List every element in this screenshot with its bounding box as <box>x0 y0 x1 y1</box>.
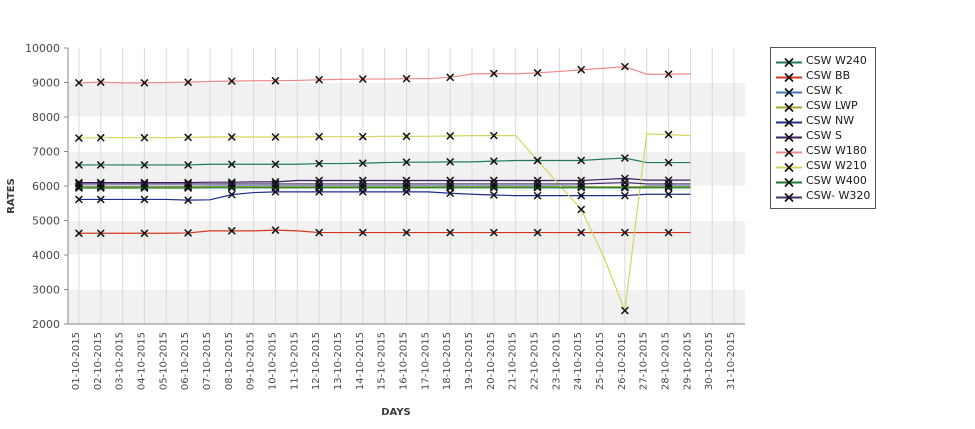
y-tick-label: 2000 <box>32 318 60 331</box>
legend-label: CSW W400 <box>806 174 867 187</box>
x-tick-label: 29-10-2015 <box>682 332 693 390</box>
y-tick-label: 9000 <box>32 77 60 90</box>
line-chart: 2000 3000 4000 5000 6000 7000 8000 9000 10000 01… <box>6 42 745 418</box>
legend-label: CSW S <box>806 129 843 142</box>
x-tick-label: 30-10-2015 <box>704 332 715 390</box>
series-7 <box>74 130 691 315</box>
y-tick-label: 8000 <box>32 111 60 124</box>
x-tick-label: 31-10-2015 <box>726 332 737 390</box>
legend-marker-icon <box>776 99 802 113</box>
x-tick-label: 03-10-2015 <box>115 332 126 390</box>
legend-item[interactable]: CSW S <box>776 128 871 143</box>
chart-canvas: 2000 3000 4000 5000 6000 7000 8000 9000 10000 01… <box>6 42 745 418</box>
legend-marker-icon <box>776 84 802 98</box>
x-tick-label: 24-10-2015 <box>573 332 584 390</box>
x-tick-label: 10-10-2015 <box>267 332 278 390</box>
legend-item[interactable]: CSW W210 <box>776 158 871 173</box>
legend-item[interactable]: CSW- W320 <box>776 188 871 203</box>
legend-item[interactable]: CSW W400 <box>776 173 871 188</box>
legend-label: CSW K <box>806 84 843 97</box>
x-tick-label: 12-10-2015 <box>311 332 322 390</box>
y-tick-label: 4000 <box>32 249 60 262</box>
legend-marker-icon <box>776 159 802 173</box>
x-tick-label: 19-10-2015 <box>464 332 475 390</box>
x-tick-label: 07-10-2015 <box>202 332 213 390</box>
series-1 <box>74 226 691 238</box>
axes <box>64 47 745 325</box>
y-tick-label: 5000 <box>32 215 60 228</box>
legend-marker-icon <box>776 129 802 143</box>
y-tick-label: 7000 <box>32 146 60 159</box>
x-tick-label: 06-10-2015 <box>180 332 191 390</box>
x-tick-label: 02-10-2015 <box>93 332 104 390</box>
x-tick-label: 14-10-2015 <box>355 332 366 390</box>
x-tick-label: 05-10-2015 <box>158 332 169 390</box>
series-6 <box>74 62 691 87</box>
x-tick-label: 22-10-2015 <box>530 332 541 390</box>
y-axis-title: RATES <box>6 178 17 214</box>
series-9 <box>74 178 691 188</box>
x-tick-label: 09-10-2015 <box>246 332 257 390</box>
legend-item[interactable]: CSW NW <box>776 113 871 128</box>
x-tick-label: 27-10-2015 <box>639 332 650 390</box>
legend-marker-icon <box>776 174 802 188</box>
legend-marker-icon <box>776 144 802 158</box>
legend-item[interactable]: CSW W180 <box>776 143 871 158</box>
legend-item[interactable]: CSW K <box>776 83 871 98</box>
y-tick-label: 6000 <box>32 180 60 193</box>
legend-label: CSW BB <box>806 69 851 82</box>
legend-marker-icon <box>776 69 802 83</box>
x-tick-label: 13-10-2015 <box>333 332 344 390</box>
x-tick-label: 01-10-2015 <box>71 332 82 390</box>
legend-label: CSW W180 <box>806 144 867 157</box>
legend-label: CSW W210 <box>806 159 867 172</box>
x-tick-labels: 01-10-2015 02-10-2015 03-10-2015 04-10-2015… <box>71 332 737 390</box>
legend-marker-icon <box>776 114 802 128</box>
x-tick-label: 11-10-2015 <box>289 332 300 390</box>
y-tick-label: 3000 <box>32 284 60 297</box>
x-tick-label: 18-10-2015 <box>442 332 453 390</box>
x-tick-label: 17-10-2015 <box>420 332 431 390</box>
x-tick-label: 08-10-2015 <box>224 332 235 390</box>
x-tick-label: 21-10-2015 <box>508 332 519 390</box>
legend-marker-icon <box>776 189 802 203</box>
series-layer <box>74 62 691 315</box>
legend-item[interactable]: CSW W240 <box>776 53 871 68</box>
y-tick-label: 10000 <box>25 42 60 55</box>
legend-item[interactable]: CSW BB <box>776 68 871 83</box>
series-0 <box>74 154 691 169</box>
x-axis-title: DAYS <box>381 407 411 418</box>
x-tick-label: 25-10-2015 <box>595 332 606 390</box>
x-tick-label: 20-10-2015 <box>486 332 497 390</box>
x-tick-label: 28-10-2015 <box>661 332 672 390</box>
y-tick-labels: 2000 3000 4000 5000 6000 7000 8000 9000 10000 <box>25 42 60 331</box>
x-tick-label: 04-10-2015 <box>136 332 147 390</box>
legend-label: CSW W240 <box>806 54 867 67</box>
x-tick-label: 23-10-2015 <box>551 332 562 390</box>
legend-label: CSW- W320 <box>806 189 871 202</box>
legend-item[interactable]: CSW LWP <box>776 98 871 113</box>
x-tick-label: 16-10-2015 <box>399 332 410 390</box>
legend-marker-icon <box>776 54 802 68</box>
x-tick-label: 15-10-2015 <box>377 332 388 390</box>
legend-label: CSW NW <box>806 114 855 127</box>
chart-legend: CSW W240 CSW BB CSW K CSW LWP CSW NW CSW S CSW… <box>770 47 876 209</box>
legend-label: CSW LWP <box>806 99 858 112</box>
x-tick-label: 26-10-2015 <box>617 332 628 390</box>
